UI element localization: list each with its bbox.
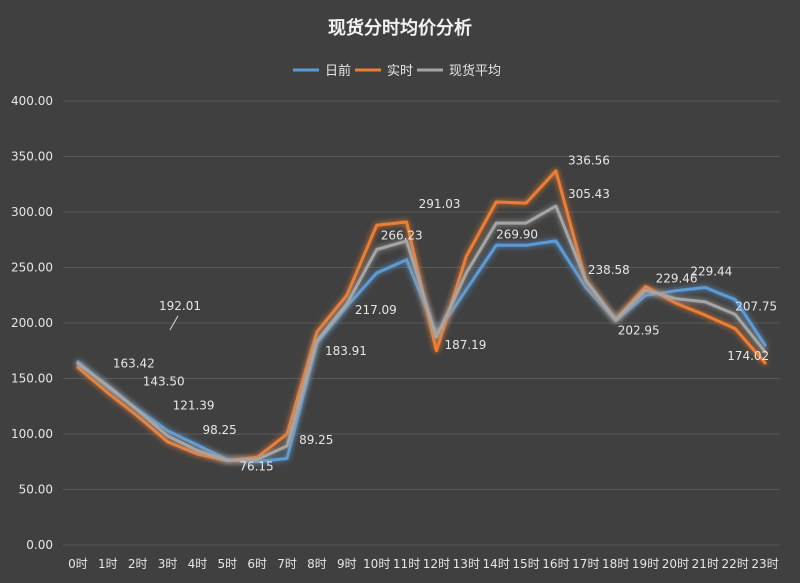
y-tick-label: 250.00 <box>11 261 53 275</box>
data-label: 163.42 <box>113 357 155 371</box>
y-axis: 0.00 50.00 100.00 150.00 200.00 250.00 300.00 3… <box>11 94 53 552</box>
data-labels: 163.42 143.50 121.39 98.25 76.15 89.25 183.91 2… <box>113 153 777 473</box>
x-tick-label: 13时 <box>453 557 480 571</box>
x-tick-label: 17时 <box>572 557 599 571</box>
legend-label: 日前 <box>325 63 351 79</box>
x-tick-label: 8时 <box>307 557 327 571</box>
x-tick-label: 0时 <box>68 557 88 571</box>
x-tick-label: 23时 <box>751 557 778 571</box>
x-tick-label: 5时 <box>217 557 237 571</box>
y-tick-label: 100.00 <box>11 427 53 441</box>
data-label: 291.03 <box>419 197 461 211</box>
data-label: 217.09 <box>355 303 397 317</box>
x-tick-label: 22时 <box>722 557 749 571</box>
x-tick-label: 10时 <box>363 557 390 571</box>
data-label: 207.75 <box>735 299 777 313</box>
data-label: 238.58 <box>588 263 630 277</box>
legend-item: 现货平均 <box>417 63 501 79</box>
data-label: 305.43 <box>568 187 610 201</box>
gridlines <box>63 100 780 546</box>
legend-label: 实时 <box>387 64 413 79</box>
average-line-group: 192.01 <box>77 299 766 334</box>
legend-label: 现货平均 <box>449 63 501 79</box>
data-label: 183.91 <box>325 344 367 358</box>
data-label: 143.50 <box>143 375 185 389</box>
x-tick-label: 7时 <box>277 557 297 571</box>
y-tick-label: 0.00 <box>26 538 53 552</box>
x-tick-label: 12时 <box>423 557 450 571</box>
series-lines <box>76 169 767 464</box>
data-label: 121.39 <box>173 398 215 412</box>
average-line-label: 192.01 <box>159 299 201 313</box>
x-tick-label: 1时 <box>98 557 118 571</box>
x-tick-label: 9时 <box>337 557 357 571</box>
y-tick-label: 350.00 <box>11 150 53 164</box>
data-label: 266.23 <box>381 228 423 242</box>
legend: 日前 实时 现货平均 <box>293 63 501 79</box>
data-label: 229.46 <box>656 271 698 285</box>
data-label: 76.15 <box>239 459 273 473</box>
data-label: 269.90 <box>496 227 538 241</box>
x-tick-label: 19时 <box>632 557 659 571</box>
y-tick-label: 50.00 <box>19 483 53 497</box>
legend-item: 实时 <box>355 64 413 79</box>
y-tick-label: 150.00 <box>11 372 53 386</box>
x-tick-label: 4时 <box>188 557 208 571</box>
x-axis: 0时 1时 2时 3时 4时 5时 6时 7时 8时 9时 10时 11时 12时 13时 14时 15时 16… <box>68 557 779 571</box>
data-label: 202.95 <box>618 324 660 338</box>
average-leader-line <box>169 315 179 331</box>
data-label: 187.19 <box>444 338 486 352</box>
x-tick-label: 3时 <box>158 557 178 571</box>
y-tick-label: 400.00 <box>11 94 53 108</box>
chart-title: 现货分时均价分析 <box>328 17 472 39</box>
x-tick-label: 18时 <box>602 557 629 571</box>
x-tick-label: 6时 <box>247 557 267 571</box>
x-tick-label: 14时 <box>483 557 510 571</box>
x-tick-label: 16时 <box>542 557 569 571</box>
legend-item: 日前 <box>293 63 351 79</box>
data-label: 98.25 <box>202 423 236 437</box>
data-label: 174.02 <box>727 349 769 363</box>
x-tick-label: 11时 <box>393 557 420 571</box>
series-line-3 <box>76 204 767 462</box>
x-tick-label: 21时 <box>692 557 719 571</box>
data-label: 229.44 <box>690 264 732 278</box>
data-label: 336.56 <box>568 153 610 167</box>
x-tick-label: 15时 <box>512 557 539 571</box>
series-line-1 <box>76 239 767 464</box>
y-tick-label: 200.00 <box>11 316 53 330</box>
data-label: 89.25 <box>299 433 333 447</box>
x-tick-label: 20时 <box>662 557 689 571</box>
y-tick-label: 300.00 <box>11 205 53 219</box>
series-line-2 <box>76 169 767 463</box>
x-tick-label: 2时 <box>128 557 148 571</box>
